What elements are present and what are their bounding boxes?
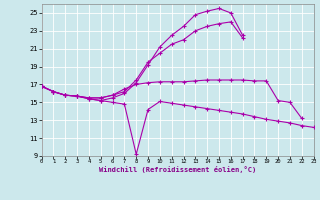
X-axis label: Windchill (Refroidissement éolien,°C): Windchill (Refroidissement éolien,°C) [99,166,256,173]
